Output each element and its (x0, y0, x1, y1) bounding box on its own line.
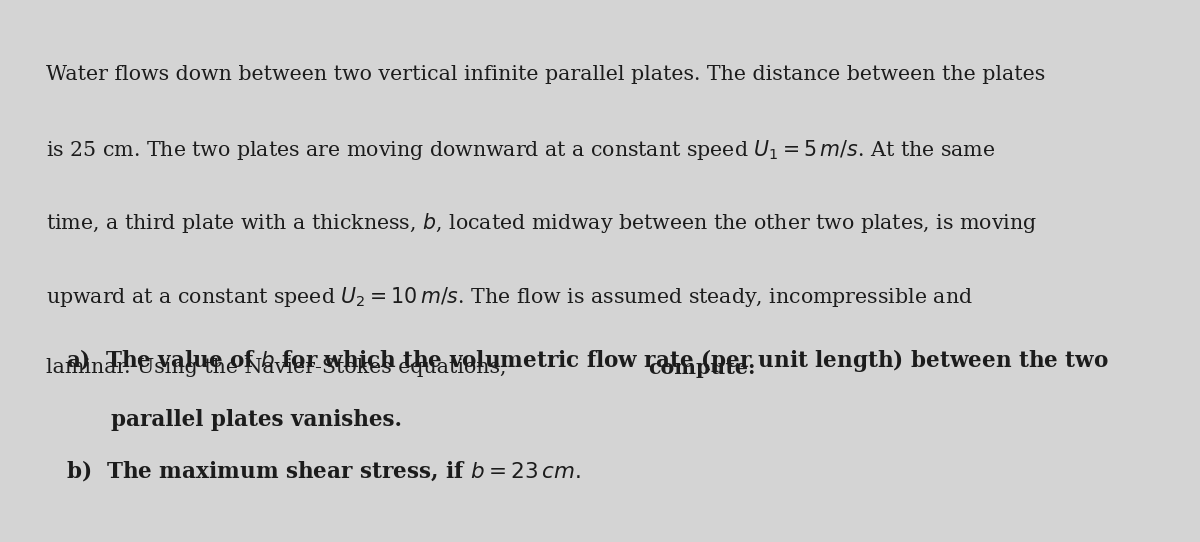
Text: is 25 cm. The two plates are moving downward at a constant speed $U_1 = 5\,m/s$.: is 25 cm. The two plates are moving down… (46, 138, 995, 162)
Text: b)  The maximum shear stress, if $b = 23\,cm.$: b) The maximum shear stress, if $b = 23\… (66, 458, 581, 483)
Text: a)  The value of $b$ for which the volumetric flow rate (per unit length) betwee: a) The value of $b$ for which the volume… (66, 347, 1109, 374)
Text: time, a third plate with a thickness, $b$, located midway between the other two : time, a third plate with a thickness, $b… (46, 211, 1037, 235)
Text: Water flows down between two vertical infinite parallel plates. The distance bet: Water flows down between two vertical in… (46, 65, 1045, 84)
Text: laminar. Using the Navier-Stokes equations,: laminar. Using the Navier-Stokes equatio… (46, 358, 512, 377)
Text: parallel plates vanishes.: parallel plates vanishes. (66, 409, 402, 431)
Text: compute:: compute: (648, 358, 756, 378)
Text: upward at a constant speed $U_2 = 10\,m/s$. The flow is assumed steady, incompre: upward at a constant speed $U_2 = 10\,m/… (46, 285, 972, 308)
Text: laminar. Using the Navier-Stokes equations,: laminar. Using the Navier-Stokes equatio… (46, 358, 512, 377)
